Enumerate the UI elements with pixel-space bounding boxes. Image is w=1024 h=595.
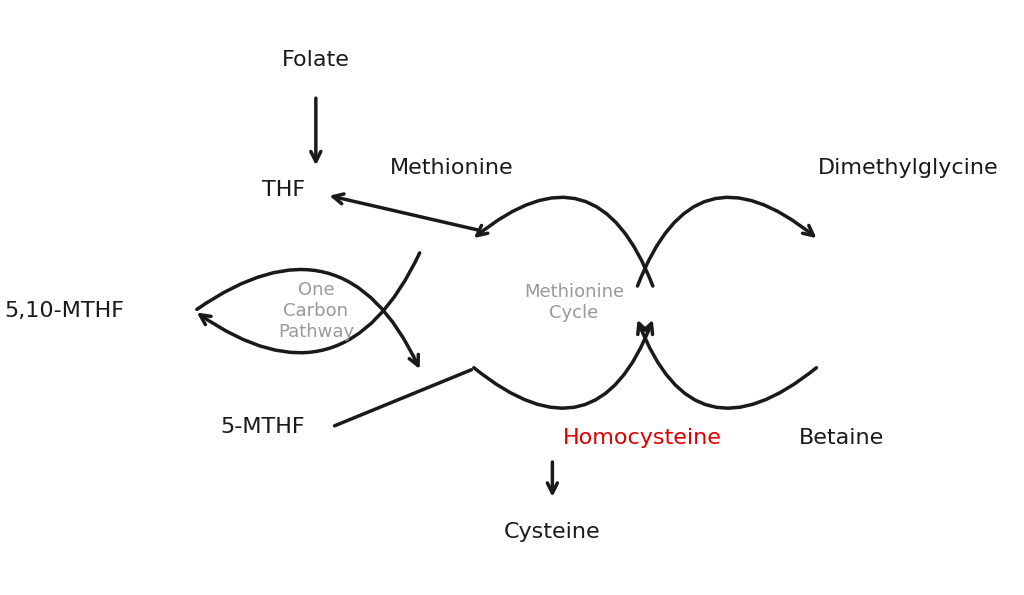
Text: Homocysteine: Homocysteine [563,428,722,447]
Text: 5-MTHF: 5-MTHF [220,417,305,437]
Text: Cysteine: Cysteine [504,522,601,542]
Text: Dimethylglycine: Dimethylglycine [817,158,998,178]
Text: Methionine
Cycle: Methionine Cycle [524,283,624,322]
Text: Folate: Folate [282,51,350,70]
Text: 5,10-MTHF: 5,10-MTHF [4,301,124,321]
Text: Betaine: Betaine [799,428,884,447]
Text: THF: THF [262,180,305,200]
Text: Methionine: Methionine [390,158,514,178]
Text: One
Carbon
Pathway: One Carbon Pathway [278,281,354,341]
